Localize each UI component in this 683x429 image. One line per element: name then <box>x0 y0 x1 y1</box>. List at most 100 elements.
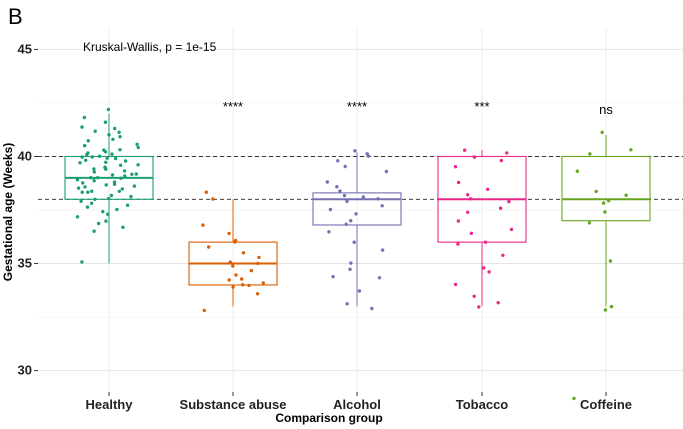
data-point <box>135 142 139 146</box>
y-tick-label: 35 <box>18 256 32 271</box>
data-point <box>256 261 260 266</box>
data-point <box>354 212 358 216</box>
data-point <box>92 170 97 174</box>
data-point <box>136 163 140 167</box>
data-point <box>80 190 84 194</box>
data-point <box>487 270 491 274</box>
data-point <box>106 196 111 201</box>
data-point <box>249 268 254 273</box>
data-point <box>499 158 504 163</box>
data-point <box>80 260 84 264</box>
data-point <box>472 294 476 298</box>
data-point <box>227 231 231 236</box>
data-point <box>93 197 97 201</box>
data-point <box>600 130 604 134</box>
data-point <box>501 253 505 257</box>
data-point <box>380 204 384 208</box>
data-point <box>496 301 500 305</box>
data-point <box>483 240 488 244</box>
data-point <box>456 242 460 246</box>
x-tick-label: Healthy <box>86 397 134 412</box>
data-point <box>106 107 111 112</box>
box <box>312 192 402 226</box>
data-point <box>83 185 87 189</box>
points-group <box>75 107 633 401</box>
data-point <box>456 180 461 185</box>
significance-label: **** <box>223 99 243 114</box>
data-point <box>120 187 125 191</box>
panel-label: B <box>8 4 23 29</box>
y-tick-label: 40 <box>18 148 32 163</box>
data-point <box>75 215 80 219</box>
data-point <box>587 221 592 225</box>
data-point <box>125 203 130 207</box>
data-point <box>482 266 486 270</box>
data-point <box>92 167 96 171</box>
data-point <box>601 201 606 205</box>
data-point <box>357 289 362 293</box>
data-point <box>361 195 365 199</box>
data-point <box>104 183 108 187</box>
data-point <box>629 148 633 152</box>
data-point <box>113 126 117 131</box>
data-point <box>466 193 470 197</box>
data-point <box>107 133 111 137</box>
data-point <box>90 189 94 193</box>
data-point <box>468 197 473 201</box>
data-point <box>456 219 461 223</box>
data-point <box>336 159 340 163</box>
data-point <box>78 161 82 165</box>
data-point <box>104 167 108 171</box>
data-point <box>112 182 117 186</box>
data-point <box>96 221 101 226</box>
y-axis-title: Gestational age (Weeks) <box>1 143 15 282</box>
significance-label: **** <box>347 99 367 114</box>
data-point <box>104 219 108 223</box>
data-point <box>103 120 108 124</box>
data-point <box>86 139 91 143</box>
data-point <box>118 135 122 139</box>
data-point <box>335 185 339 189</box>
data-point <box>97 154 102 158</box>
data-point <box>384 169 389 174</box>
data-point <box>80 155 84 159</box>
data-point <box>122 169 127 173</box>
data-point <box>89 176 93 180</box>
data-point <box>123 174 127 178</box>
data-point <box>83 144 87 148</box>
data-point <box>92 229 96 233</box>
significance-label: ns <box>599 102 613 117</box>
data-point <box>588 152 592 156</box>
data-point <box>96 176 100 180</box>
data-point <box>85 153 89 157</box>
data-point <box>103 150 108 154</box>
data-point <box>109 193 114 198</box>
data-point <box>93 129 97 133</box>
data-point <box>603 210 607 214</box>
data-point <box>75 178 80 182</box>
data-point <box>111 137 115 141</box>
significance-label: *** <box>474 99 489 114</box>
data-point <box>345 199 349 203</box>
data-point <box>261 281 265 285</box>
data-point <box>227 278 231 282</box>
data-point <box>606 199 611 203</box>
y-tick-label: 30 <box>18 363 32 378</box>
significance-labels: **** **** *** ns <box>223 99 613 117</box>
data-point <box>507 199 511 204</box>
data-point <box>123 159 128 163</box>
data-point <box>472 155 477 159</box>
data-point <box>241 251 246 255</box>
x-axis: Healthy Substance abuse Alcohol Tobacco Coff… <box>86 392 632 412</box>
data-point <box>349 219 353 223</box>
data-point <box>575 169 579 173</box>
data-point <box>201 223 205 227</box>
data-point <box>118 163 123 167</box>
data-point <box>82 115 87 120</box>
data-point <box>594 189 598 194</box>
x-tick-label: Coffeine <box>580 397 632 412</box>
data-point <box>90 155 95 159</box>
data-point <box>113 156 118 161</box>
x-tick-label: Tobacco <box>456 397 509 412</box>
data-point <box>119 176 123 180</box>
